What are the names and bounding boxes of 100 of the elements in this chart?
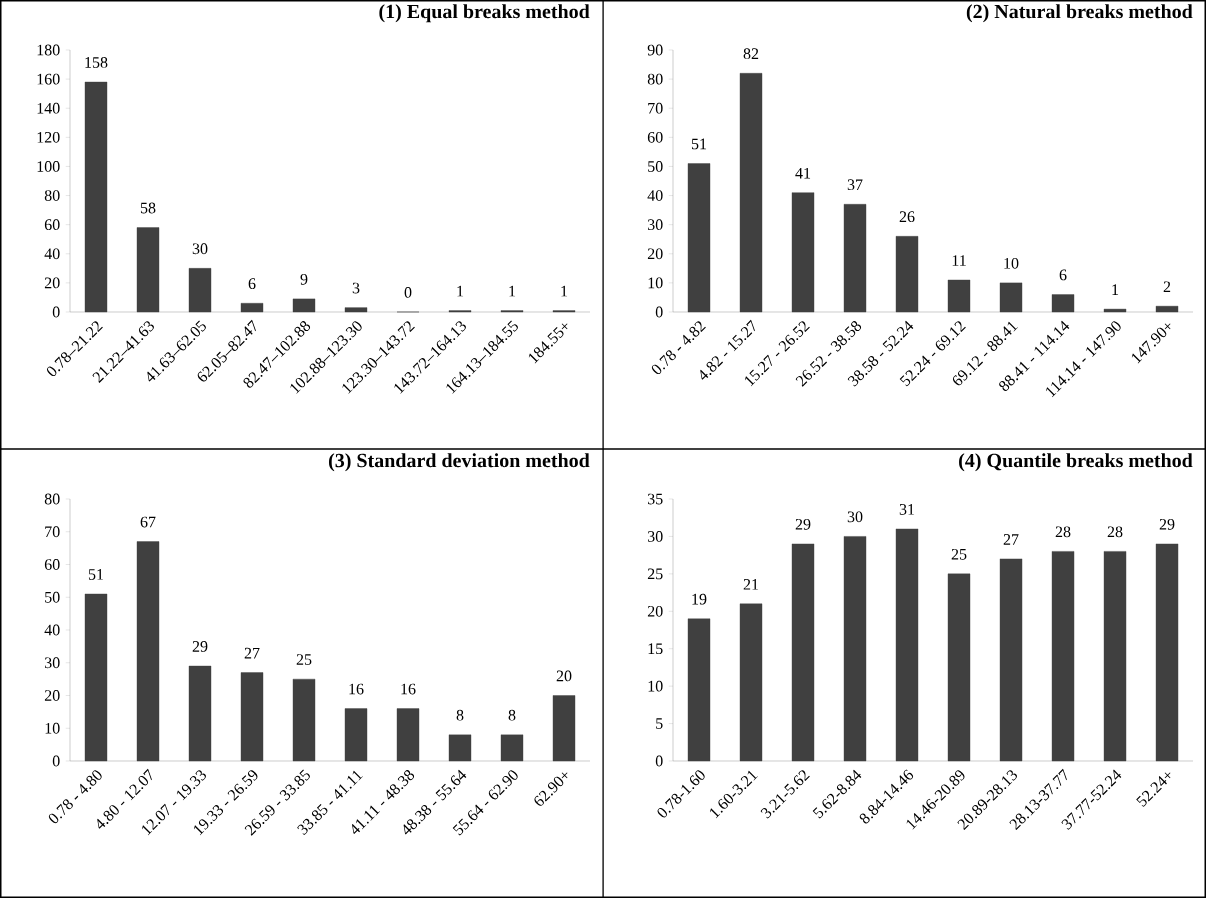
y-tick-label: 60	[44, 559, 60, 570]
bar	[791, 543, 815, 762]
bar	[84, 81, 108, 313]
bar	[999, 282, 1023, 313]
data-label: 41	[795, 167, 811, 179]
data-label: 0	[404, 287, 412, 298]
data-label: 1	[509, 285, 516, 297]
bar	[188, 665, 212, 762]
data-label: 11	[952, 255, 966, 266]
data-label: 67	[140, 516, 156, 528]
data-label: 25	[296, 654, 312, 665]
bar	[947, 573, 971, 762]
bar	[188, 268, 212, 313]
bar	[791, 192, 815, 313]
bar	[552, 695, 576, 762]
bar	[895, 528, 919, 762]
y-tick-label: 60	[647, 131, 663, 143]
chart-title: (4) Quantile breaks method	[959, 453, 1193, 472]
y-tick-label: 40	[44, 624, 60, 636]
bar	[240, 303, 264, 313]
data-label: 158	[85, 57, 108, 68]
data-label: 29	[1159, 518, 1175, 530]
bar	[739, 603, 763, 762]
chart-title: (1) Equal breaks method	[379, 4, 590, 23]
data-label: 26	[899, 211, 915, 223]
bar	[739, 73, 763, 313]
bar	[240, 672, 264, 762]
data-label: 51	[691, 138, 707, 150]
y-tick-label: 0	[52, 755, 60, 767]
data-label: 9	[300, 273, 308, 285]
bar	[292, 678, 316, 762]
bar	[843, 204, 867, 313]
data-label: 30	[847, 511, 863, 523]
bar	[136, 541, 160, 762]
bar	[396, 708, 420, 762]
y-tick-label: 0	[655, 306, 663, 318]
data-label: 21	[743, 579, 759, 590]
bar	[1103, 308, 1127, 313]
y-tick-label: 5	[656, 718, 663, 729]
bar	[843, 536, 867, 762]
y-tick-label: 140	[37, 102, 60, 114]
bar	[136, 227, 160, 313]
y-tick-label: 80	[647, 73, 663, 85]
y-tick-label: 10	[648, 277, 663, 289]
bar	[292, 298, 316, 313]
y-tick-label: 80	[44, 190, 60, 201]
data-label: 2	[1163, 281, 1171, 292]
data-label: 37	[847, 179, 863, 191]
chart-title: (2) Natural breaks method	[966, 4, 1193, 23]
bar	[1155, 305, 1179, 313]
bar	[1051, 294, 1075, 313]
data-label: 19	[692, 593, 707, 605]
y-tick-label: 20	[44, 277, 60, 289]
data-label: 1	[1112, 284, 1119, 295]
y-tick-label: 50	[45, 591, 60, 603]
data-label: 51	[88, 569, 104, 580]
y-tick-label: 60	[44, 219, 60, 231]
y-tick-label: 20	[44, 690, 60, 701]
y-tick-label: 10	[648, 680, 663, 692]
data-label: 27	[1003, 534, 1019, 545]
data-label: 28	[1055, 526, 1071, 538]
y-tick-label: 25	[647, 568, 663, 580]
data-label: 82	[743, 48, 759, 60]
y-tick-label: 100	[37, 161, 60, 172]
y-tick-label: 0	[655, 755, 663, 767]
data-label: 27	[244, 647, 260, 659]
data-label: 16	[349, 683, 364, 695]
data-label: 6	[248, 278, 256, 290]
data-label: 28	[1107, 526, 1123, 538]
y-tick-label: 10	[45, 722, 60, 734]
y-tick-label: 20	[647, 605, 663, 617]
y-tick-label: 180	[37, 44, 60, 56]
bar	[687, 618, 711, 762]
bar	[344, 307, 368, 313]
data-label: 6	[1059, 269, 1067, 281]
data-label: 10	[1004, 257, 1019, 269]
y-tick-label: 90	[647, 44, 663, 56]
data-label: 58	[140, 202, 156, 214]
y-tick-label: 20	[647, 248, 663, 260]
data-label: 1	[561, 285, 568, 297]
y-tick-label: 80	[44, 493, 60, 505]
bar	[1155, 543, 1179, 762]
y-tick-label: 160	[37, 73, 60, 85]
bar	[999, 558, 1023, 762]
bar	[687, 163, 711, 313]
y-tick-label: 120	[37, 131, 60, 143]
y-tick-label: 70	[648, 102, 663, 114]
data-label: 25	[951, 548, 967, 560]
chart-title: (3) Standard deviation method	[329, 453, 590, 472]
data-label: 8	[508, 709, 516, 721]
bar	[84, 593, 108, 762]
y-tick-label: 40	[647, 190, 663, 201]
bar	[1103, 551, 1127, 762]
bar	[344, 708, 368, 762]
bar	[500, 734, 524, 762]
data-label: 16	[401, 683, 416, 695]
y-tick-label: 30	[44, 657, 60, 669]
data-label: 30	[192, 243, 208, 255]
data-label: 1	[457, 285, 464, 297]
y-tick-label: 0	[52, 306, 60, 318]
